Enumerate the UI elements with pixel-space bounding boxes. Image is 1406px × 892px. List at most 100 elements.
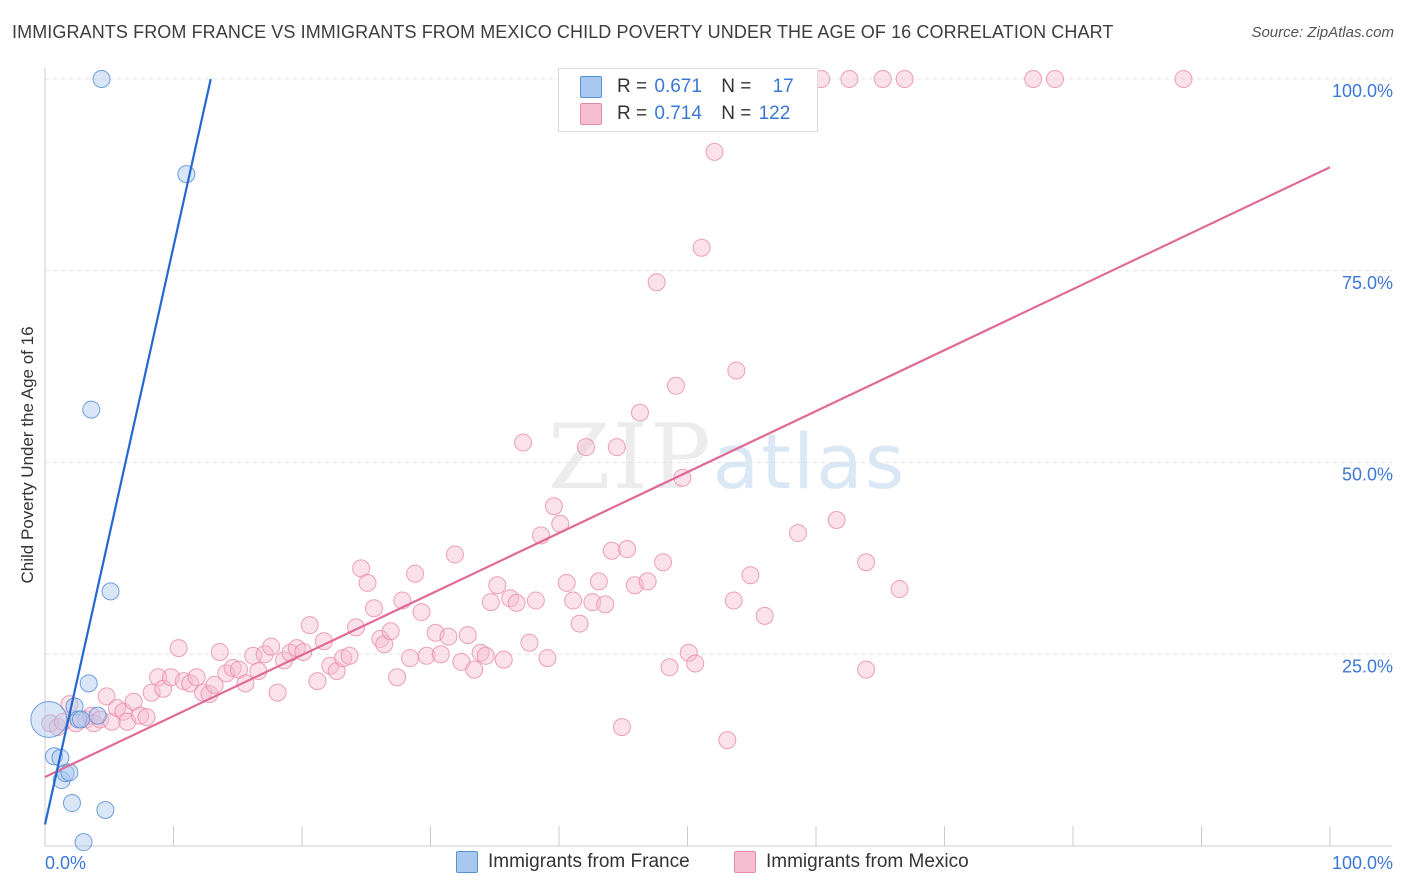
mexico-trend-line — [44, 166, 1331, 778]
france-point-15 — [92, 70, 111, 88]
mexico-point-77 — [520, 633, 539, 652]
mexico-point-80 — [538, 649, 557, 668]
mexico-point-85 — [570, 614, 589, 633]
france-point-9 — [71, 710, 90, 729]
legend-item-mexico: Immigrants from Mexico — [734, 851, 969, 873]
watermark: ZIPatlas — [548, 405, 906, 510]
mexico-point-110 — [755, 606, 774, 625]
france-point-16 — [101, 582, 120, 601]
mexico-point-106 — [718, 731, 737, 750]
mexico-n-value: 122 — [758, 103, 791, 124]
mexico-point-92 — [612, 718, 631, 737]
mexico-point-116 — [857, 660, 876, 679]
france-point-14 — [82, 400, 101, 419]
mexico-point-46 — [327, 662, 346, 681]
mexico-point-37 — [268, 683, 287, 702]
mexico-point-34 — [249, 662, 268, 681]
mexico-point-70 — [476, 646, 495, 665]
mexico-r-value: 0.714 — [654, 103, 702, 124]
mexico-point-61 — [417, 646, 436, 665]
mexico-point-93 — [618, 540, 637, 559]
mexico-point-65 — [445, 545, 464, 564]
mexico-point-99 — [660, 658, 679, 677]
mexico-r-label: R = — [617, 103, 648, 124]
mexico-point-43 — [308, 672, 327, 691]
mexico-point-15 — [131, 706, 150, 725]
france-point-12 — [88, 706, 107, 725]
mexico-point-109 — [741, 566, 760, 585]
legend-item-france: Immigrants from France — [456, 851, 690, 873]
mexico-point-96 — [638, 572, 657, 591]
mexico-legend-label: Immigrants from Mexico — [766, 851, 969, 872]
mexico-point-95 — [630, 403, 649, 422]
y-tick-label-75: 75.0% — [1342, 273, 1393, 293]
france-point-6 — [62, 794, 81, 813]
y-tick-label-25: 25.0% — [1342, 656, 1393, 676]
mexico-point-83 — [557, 573, 576, 592]
france-legend-label: Immigrants from France — [488, 851, 690, 872]
mexico-point-55 — [381, 622, 400, 641]
mexico-point-64 — [439, 627, 458, 646]
france-point-10 — [74, 833, 93, 852]
mexico-point-115 — [857, 553, 876, 572]
mexico-legend-swatch — [734, 851, 756, 873]
mexico-point-52 — [364, 599, 383, 618]
mexico-point-105 — [705, 142, 724, 161]
mexico-point-98 — [654, 553, 673, 572]
mexico-point-32 — [236, 674, 255, 693]
mexico-point-28 — [210, 642, 229, 661]
mexico-point-91 — [607, 438, 626, 457]
mexico-point-72 — [488, 576, 507, 595]
france-n-label: N = — [721, 76, 752, 97]
grid-lines — [45, 78, 1392, 655]
mexico-point-97 — [647, 273, 666, 292]
mexico-point-48 — [340, 646, 359, 665]
france-stats: R = 0.671 N = 17 — [617, 76, 794, 98]
mexico-swatch — [580, 103, 602, 125]
trend-lines — [43, 78, 1331, 825]
mexico-point-102 — [679, 643, 698, 662]
mexico-point-114 — [840, 70, 859, 88]
mexico-point-73 — [494, 650, 513, 669]
mexico-point-63 — [431, 645, 450, 664]
watermark-zip: ZIP — [548, 405, 713, 510]
y-tick-label-50: 50.0% — [1342, 465, 1393, 485]
france-points — [30, 70, 196, 852]
source-credit: Source: ZipAtlas.com — [1251, 24, 1394, 41]
mexico-point-107 — [724, 591, 743, 610]
mexico-point-81 — [544, 497, 563, 516]
mexico-point-88 — [589, 572, 608, 591]
mexico-point-78 — [526, 591, 545, 610]
mexico-point-120 — [1024, 70, 1043, 88]
mexico-point-76 — [514, 433, 533, 452]
mexico-point-67 — [458, 626, 477, 645]
france-point-11 — [79, 674, 98, 693]
mexico-point-42 — [300, 616, 319, 635]
watermark-atlas: atlas — [712, 417, 907, 506]
france-trend-line — [43, 78, 212, 825]
mexico-point-58 — [400, 649, 419, 668]
mexico-point-56 — [388, 668, 407, 687]
mexico-point-89 — [596, 595, 615, 614]
mexico-point-30 — [223, 659, 242, 678]
correlation-legend: R = 0.671 N = 17 R = 0.714 N = 122 — [558, 68, 818, 132]
france-legend-swatch — [456, 851, 478, 873]
mexico-point-111 — [789, 524, 808, 543]
mexico-point-119 — [895, 70, 914, 88]
mexico-point-74 — [501, 589, 520, 608]
mexico-point-113 — [827, 511, 846, 530]
series-legend: Immigrants from France Immigrants from M… — [0, 851, 1406, 879]
mexico-point-69 — [471, 643, 490, 662]
mexico-n-label: N = — [721, 103, 752, 124]
mexico-point-51 — [358, 573, 377, 592]
mexico-point-54 — [375, 635, 394, 654]
mexico-point-104 — [692, 238, 711, 257]
france-r-value: 0.671 — [654, 76, 702, 97]
tick-labels: 25.0% 50.0% 75.0% 100.0% 0.0% 100.0% — [45, 81, 1393, 873]
mexico-point-103 — [686, 654, 705, 673]
france-point-0 — [30, 700, 68, 738]
mexico-point-27 — [205, 675, 224, 694]
y-tick-label-100: 100.0% — [1332, 81, 1393, 101]
mexico-point-86 — [576, 438, 595, 457]
france-point-17 — [177, 165, 196, 184]
